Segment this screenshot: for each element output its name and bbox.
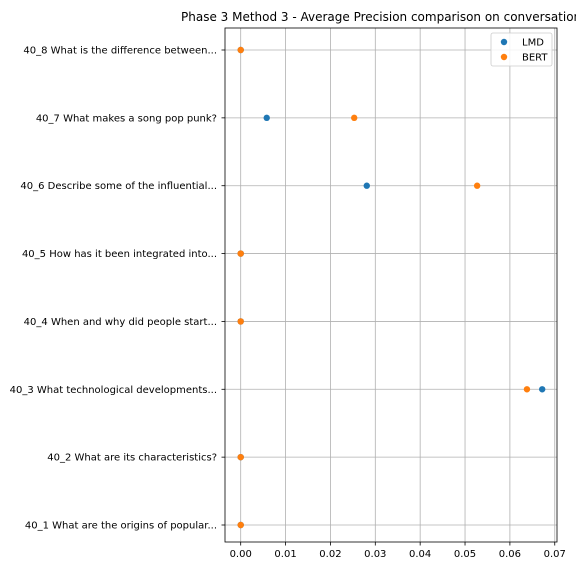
scatter-point-lmd	[263, 114, 270, 122]
scatter-point-bert	[237, 453, 244, 461]
legend-marker	[500, 53, 508, 61]
scatter-point-bert	[237, 318, 244, 325]
legend: LMD BERT	[490, 32, 553, 67]
x-tick-label: 0.07	[544, 549, 566, 560]
chart-title: Phase 3 Method 3 - Average Precision com…	[181, 10, 576, 24]
scatter-point-bert	[237, 250, 244, 257]
x-tick-label: 0.03	[364, 549, 386, 560]
y-tick-label: 40_8 What is the difference between...	[23, 46, 217, 57]
scatter-point-lmd	[538, 386, 546, 393]
y-tick-label: 40_4 When and why did people start...	[24, 317, 217, 328]
axes: 0.00 0.01 0.02 0.03 0.04 0.05 0.06 0.07 40_1 Wha…	[10, 27, 566, 560]
legend-label: LMD	[522, 38, 544, 49]
x-tick-label: 0.04	[409, 549, 431, 560]
y-tick-label: 40_3 What technological developments...	[10, 385, 217, 396]
x-tick-label: 0.02	[319, 549, 341, 560]
scatter-point-lmd	[363, 182, 370, 189]
y-tick-label: 40_1 What are the origins of popular...	[25, 521, 217, 532]
scatter-point-bert	[523, 386, 531, 393]
legend-marker	[500, 38, 508, 46]
y-tick-label: 40_6 Describe some of the influential...	[20, 181, 217, 192]
x-tick-label: 0.00	[230, 549, 252, 560]
y-tick-label: 40_7 What makes a song pop punk?	[36, 113, 217, 124]
x-tick-label: 0.05	[454, 549, 476, 560]
grid-lines	[225, 28, 557, 542]
legend-label: BERT	[522, 53, 548, 64]
y-tick-label: 40_5 How has it been integrated into...	[22, 249, 217, 260]
y-tick-label: 40_2 What are its characteristics?	[47, 453, 217, 464]
scatter-point-bert	[237, 521, 244, 529]
plot-frame	[224, 27, 558, 543]
scatter-point-bert	[473, 182, 481, 189]
data-points	[237, 46, 546, 529]
x-tick-label: 0.01	[274, 549, 296, 560]
scatter-point-bert	[237, 46, 244, 54]
x-tick-label: 0.06	[499, 549, 521, 560]
scatter-point-bert	[351, 114, 358, 122]
